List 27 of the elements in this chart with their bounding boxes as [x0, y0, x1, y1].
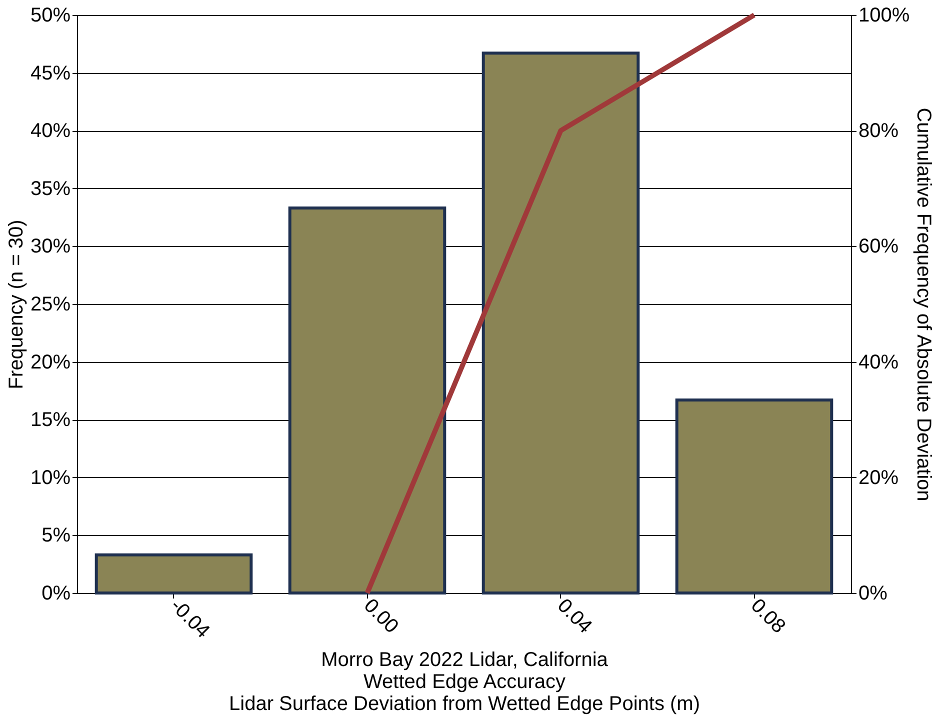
x-tick-label: 0.00: [359, 594, 403, 638]
bar: [482, 52, 640, 594]
y-tick-label: 0%: [42, 582, 71, 604]
y-tick-label: 20%: [30, 351, 71, 374]
y2-tick-label: 80%: [858, 120, 899, 142]
y-tick-label: 45%: [30, 62, 71, 84]
y-tick-label: 35%: [30, 178, 71, 200]
y-tick-label: 50%: [30, 4, 71, 26]
y2-tick-label: 20%: [858, 466, 899, 489]
x-axis-title: Morro Bay 2022 Lidar, California Wetted Edge Accuracy Lidar Surface Deviation from Wetted Edge Points (m): [229, 648, 700, 715]
bar: [94, 553, 253, 594]
y-tick-label: 30%: [30, 236, 71, 258]
y-tick-label: 15%: [30, 409, 71, 432]
x-tick-label: 0.04: [552, 594, 596, 638]
y-axis-title: Frequency (n = 30): [5, 220, 28, 390]
y2-tick-label: 100%: [858, 4, 910, 26]
y2-axis-title: Cumulative Frequency of Absolute Deviation: [912, 108, 935, 502]
y-tick-label: 25%: [30, 294, 71, 316]
x-tick-label: 0.08: [746, 594, 790, 638]
y2-tick-label: 60%: [858, 236, 899, 258]
y-tick-label: 5%: [42, 524, 71, 547]
y-tick-label: 10%: [30, 466, 71, 489]
y-tick-label: 40%: [30, 120, 71, 142]
y2-tick-label: 40%: [858, 351, 899, 374]
bar: [288, 206, 446, 594]
bar: [675, 398, 834, 594]
y2-tick-label: 0%: [858, 582, 888, 604]
